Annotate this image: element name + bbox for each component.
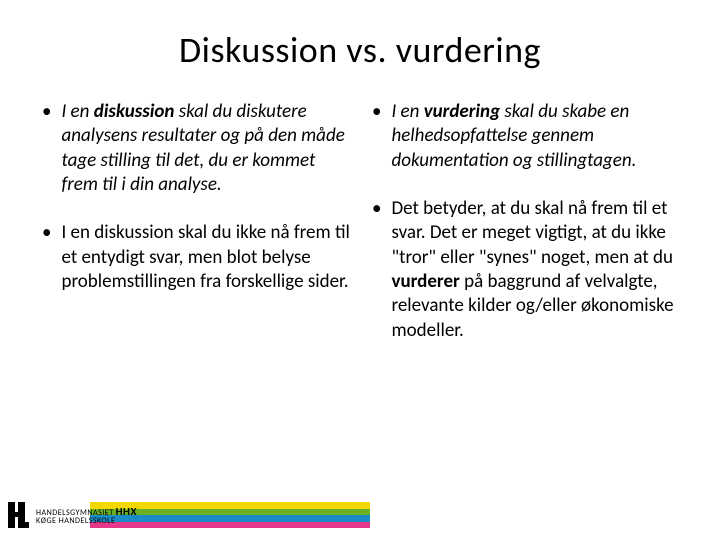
logo-mark-icon	[6, 500, 30, 530]
bullet-dot-icon: •	[42, 221, 51, 294]
emphasis-word: vurdering	[424, 100, 500, 123]
logo-line-1: HANDELSGYMNASIET HHX	[36, 506, 137, 517]
bullet-text: Det betyder, at du skal nå frem til et s…	[391, 197, 680, 343]
bullet-item: • Det betyder, at du skal nå frem til et…	[370, 197, 680, 343]
emphasis-word: vurderer	[391, 270, 459, 293]
bullet-dot-icon: •	[372, 100, 381, 173]
bullet-item: • I en diskussion skal du diskutere anal…	[40, 100, 350, 197]
bullet-dot-icon: •	[42, 100, 51, 197]
slide: Diskussion vs. vurdering • I en diskussi…	[0, 0, 720, 540]
text-run: I en	[61, 100, 93, 123]
logo-hhx: HHX	[116, 506, 137, 517]
text-run: I en	[391, 100, 423, 123]
slide-title: Diskussion vs. vurdering	[40, 28, 680, 72]
emphasis-word: diskussion	[94, 100, 175, 123]
bullet-item: • I en vurdering skal du skabe en helhed…	[370, 100, 680, 173]
content-columns: • I en diskussion skal du diskutere anal…	[40, 100, 680, 367]
bullet-text: I en vurdering skal du skabe en helhedso…	[391, 100, 680, 173]
bullet-dot-icon: •	[372, 197, 381, 343]
text-run: Det betyder, at du skal nå frem til et s…	[391, 197, 672, 269]
bullet-item: • I en diskussion skal du ikke nå frem t…	[40, 221, 350, 294]
right-column: • I en vurdering skal du skabe en helhed…	[370, 100, 680, 367]
logo-line-2: KØGE HANDELSSKOLE	[36, 517, 137, 525]
bullet-text: I en diskussion skal du ikke nå frem til…	[61, 221, 350, 294]
logo-text: HANDELSGYMNASIET HHX KØGE HANDELSSKOLE	[36, 506, 137, 525]
bullet-text: I en diskussion skal du diskutere analys…	[61, 100, 350, 197]
left-column: • I en diskussion skal du diskutere anal…	[40, 100, 350, 367]
school-logo: HANDELSGYMNASIET HHX KØGE HANDELSSKOLE	[6, 500, 137, 530]
